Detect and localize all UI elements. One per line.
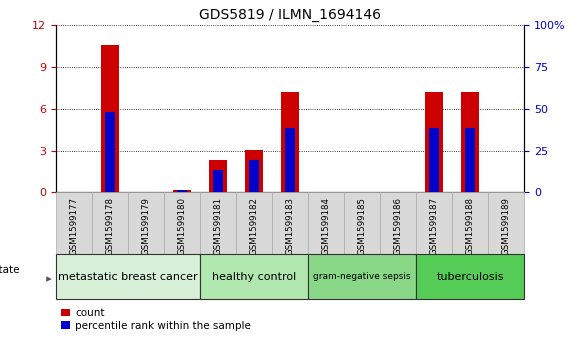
Bar — [465, 129, 475, 192]
Bar — [272, 192, 308, 254]
Text: disease state: disease state — [0, 265, 19, 275]
Text: GSM1599182: GSM1599182 — [250, 197, 258, 255]
Bar — [213, 170, 223, 192]
Text: GSM1599179: GSM1599179 — [141, 197, 151, 255]
Bar — [209, 160, 227, 192]
Text: GSM1599188: GSM1599188 — [466, 197, 475, 255]
Text: GSM1599184: GSM1599184 — [322, 197, 331, 255]
Bar — [281, 92, 299, 192]
Bar — [285, 129, 295, 192]
Bar — [200, 192, 236, 254]
Text: healthy control: healthy control — [212, 272, 296, 282]
Text: GSM1599189: GSM1599189 — [502, 197, 511, 255]
Bar — [173, 190, 191, 192]
Bar — [430, 129, 440, 192]
Bar — [56, 254, 200, 299]
Text: gram-negative sepsis: gram-negative sepsis — [314, 272, 411, 281]
Text: GSM1599186: GSM1599186 — [394, 197, 403, 255]
Bar — [105, 112, 115, 192]
Bar — [236, 192, 272, 254]
Text: GSM1599177: GSM1599177 — [69, 197, 78, 255]
Bar — [380, 192, 416, 254]
Bar — [56, 192, 92, 254]
Bar — [416, 192, 452, 254]
Bar — [92, 192, 128, 254]
Bar — [425, 92, 444, 192]
Bar — [245, 150, 263, 192]
Bar — [164, 192, 200, 254]
Text: GSM1599181: GSM1599181 — [213, 197, 223, 255]
Legend: count, percentile rank within the sample: count, percentile rank within the sample — [61, 308, 251, 331]
Bar — [461, 92, 479, 192]
Bar — [200, 254, 308, 299]
Bar — [416, 254, 524, 299]
Bar — [308, 254, 416, 299]
Title: GDS5819 / ILMN_1694146: GDS5819 / ILMN_1694146 — [199, 8, 381, 22]
Text: metastatic breast cancer: metastatic breast cancer — [58, 272, 197, 282]
Bar — [101, 45, 119, 192]
Text: GSM1599185: GSM1599185 — [357, 197, 367, 255]
Text: GSM1599178: GSM1599178 — [105, 197, 114, 255]
Bar — [488, 192, 524, 254]
Bar — [128, 192, 164, 254]
Bar — [452, 192, 488, 254]
Text: GSM1599183: GSM1599183 — [285, 197, 295, 255]
Text: tuberculosis: tuberculosis — [437, 272, 504, 282]
Text: GSM1599180: GSM1599180 — [178, 197, 186, 255]
Bar — [177, 190, 187, 192]
Text: GSM1599187: GSM1599187 — [430, 197, 439, 255]
Bar — [344, 192, 380, 254]
Bar — [308, 192, 344, 254]
Bar — [249, 160, 259, 192]
